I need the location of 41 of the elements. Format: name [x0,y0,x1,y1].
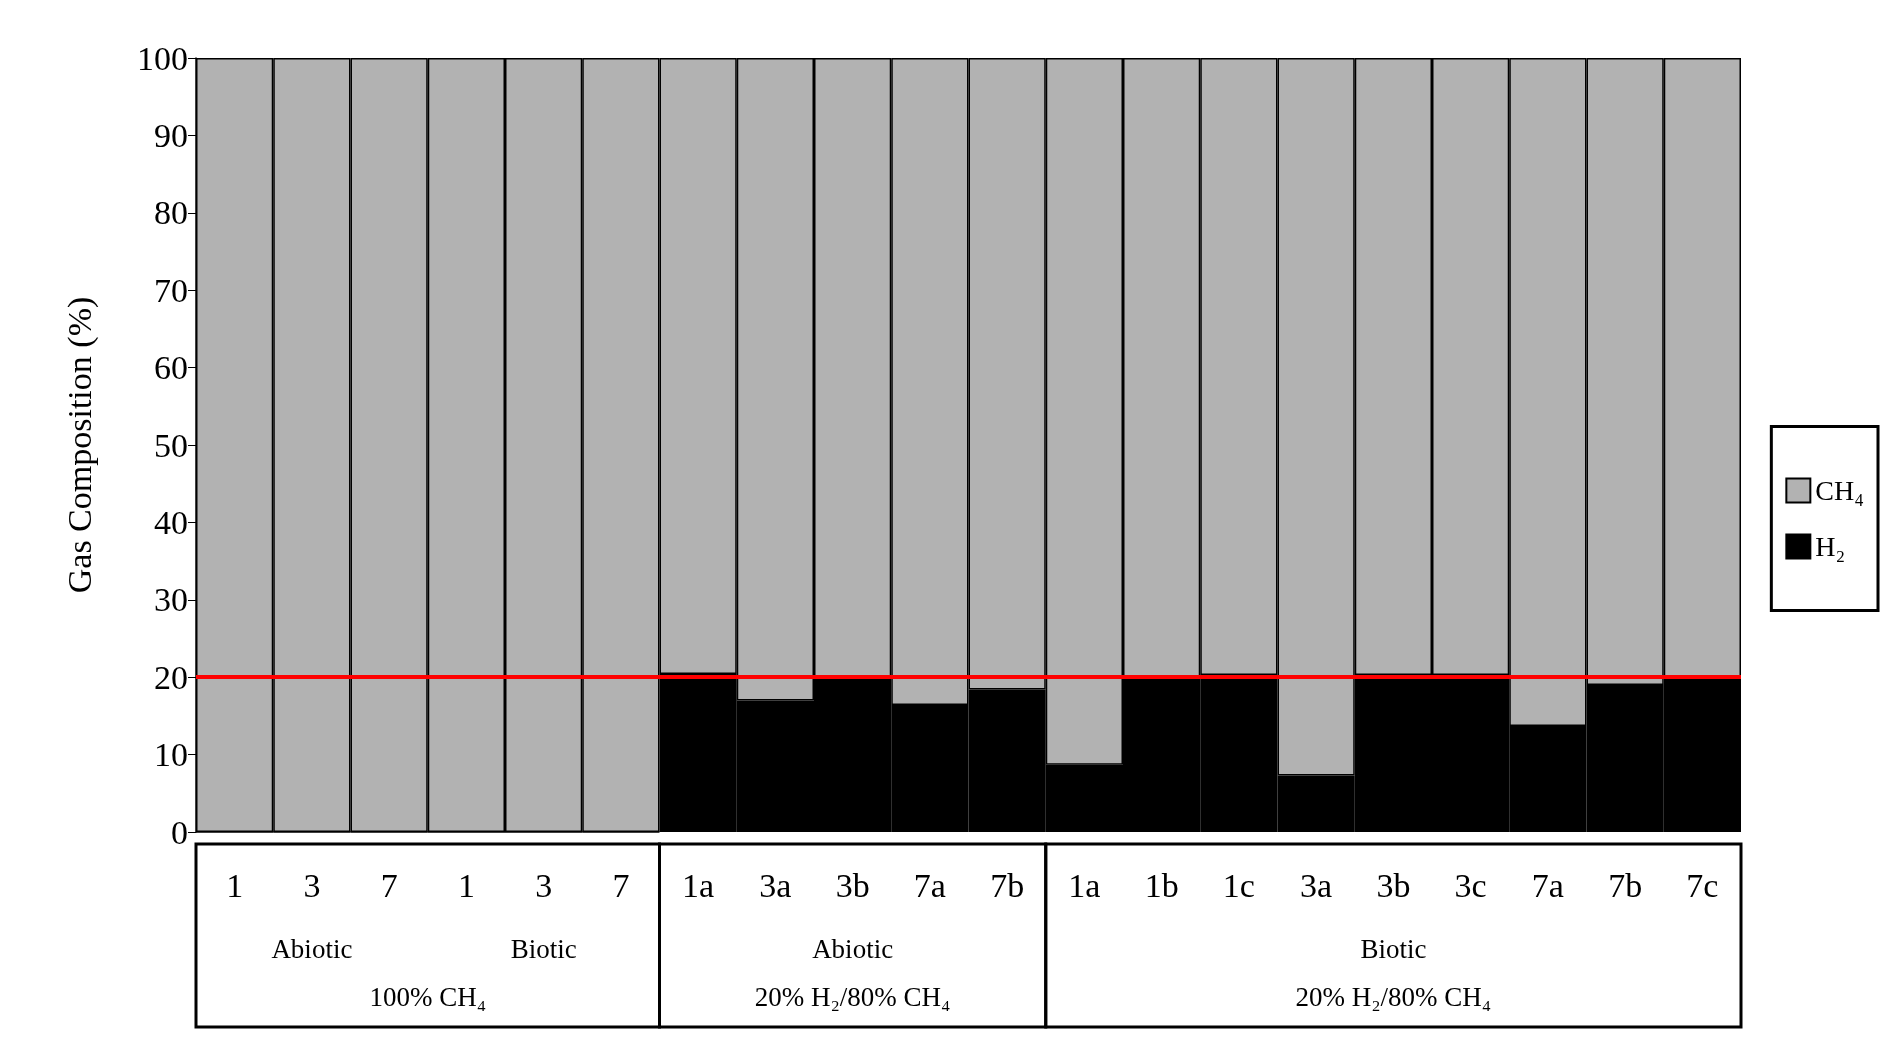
x-tick-label: 7 [612,866,630,904]
y-tick-label: 100 [137,39,188,77]
y-tick-label: 90 [154,116,188,154]
legend-label: H₂ [1815,531,1846,562]
x-tick-label: 3b [1376,866,1411,904]
y-tick-label: 20 [154,658,188,696]
x-tick-label: 3c [1454,866,1487,904]
y-tick-label: 0 [171,813,188,851]
text: Abiotic [812,934,894,964]
x-tick-label: 1a [682,866,715,904]
x-tick-label: 7c [1686,866,1719,904]
x-tick-label: 1b [1144,866,1179,904]
y-tick-label: 80 [154,194,188,232]
x-tick-label: 7 [380,866,398,904]
x-tick-label: 3a [1300,866,1333,904]
x-tick-label: 1c [1222,866,1255,904]
text: 20% H₂/80% CH₄ [1295,982,1492,1012]
x-tick-label: 7b [1608,866,1643,904]
y-tick-label: 30 [154,581,188,619]
text: 100% CH₄ [369,982,487,1012]
y-tick-label: 60 [154,349,188,387]
x-tick-label: 7a [913,866,946,904]
y-tick-label: 50 [154,426,188,464]
text: Abiotic [271,934,353,964]
text: Biotic [1360,934,1427,964]
text: Biotic [510,934,577,964]
x-tick-label: 3 [535,866,553,904]
x-tick-label: 1 [226,866,244,904]
legend-label: CH₄ [1815,475,1865,506]
x-tick-label: 3a [759,866,792,904]
x-tick-label: 3b [835,866,870,904]
x-tick-label: 1 [457,866,475,904]
x-tick-label: 7a [1531,866,1564,904]
y-tick-label: 40 [154,503,188,541]
text: 20% H₂/80% CH₄ [754,982,951,1012]
x-tick-label: 1a [1068,866,1101,904]
y-tick-label: 10 [154,736,188,774]
x-tick-label: 7b [990,866,1025,904]
y-axis-title: Gas Composition (%) [60,296,99,594]
y-tick-label: 70 [154,271,188,309]
x-tick-label: 3 [303,866,321,904]
